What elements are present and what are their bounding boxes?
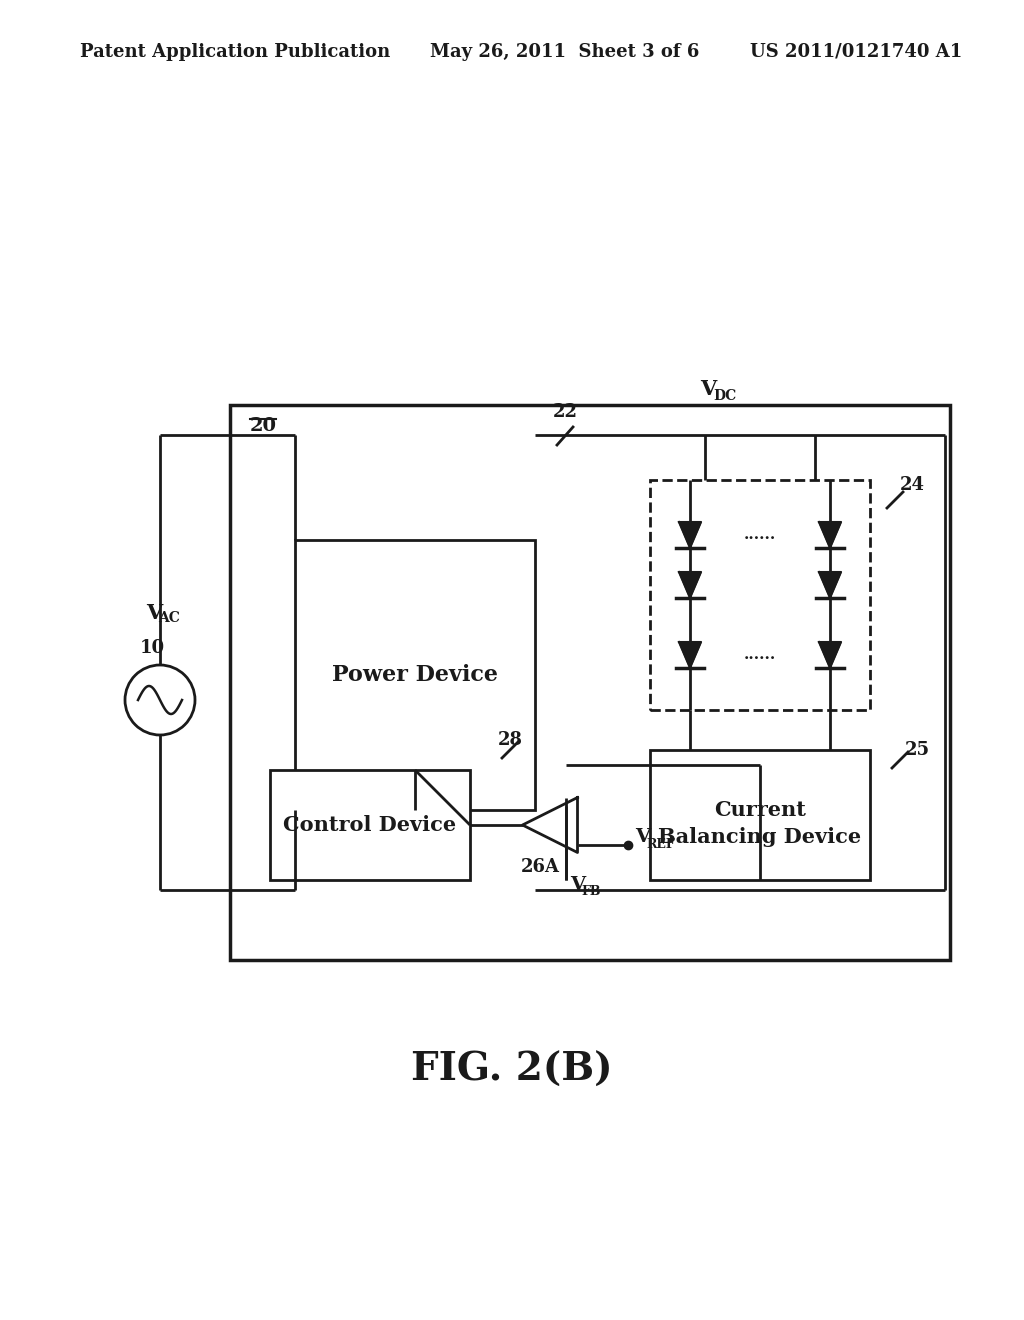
- Text: Control Device: Control Device: [284, 814, 457, 836]
- Text: 24: 24: [900, 477, 925, 494]
- Bar: [650, 750, 870, 880]
- Polygon shape: [679, 642, 701, 668]
- Text: 10: 10: [140, 639, 165, 657]
- Text: FIG. 2(B): FIG. 2(B): [412, 1051, 612, 1089]
- Bar: [270, 770, 470, 880]
- Bar: [650, 480, 870, 710]
- Bar: [230, 405, 950, 960]
- Polygon shape: [679, 521, 701, 548]
- Text: ......: ......: [743, 528, 776, 543]
- Text: AC: AC: [158, 611, 180, 624]
- Text: 26A: 26A: [520, 858, 559, 876]
- Text: V: V: [570, 876, 586, 894]
- Text: Power Device: Power Device: [332, 664, 498, 686]
- Text: Patent Application Publication: Patent Application Publication: [80, 44, 390, 61]
- Text: 22: 22: [553, 403, 578, 421]
- Text: DC: DC: [713, 389, 736, 403]
- Text: V: V: [700, 379, 716, 399]
- Polygon shape: [819, 642, 841, 668]
- Text: FB: FB: [582, 884, 601, 898]
- Text: Current: Current: [714, 800, 806, 820]
- Polygon shape: [819, 572, 841, 598]
- Text: V: V: [636, 829, 650, 846]
- Text: Balancing Device: Balancing Device: [658, 828, 861, 847]
- Bar: [295, 540, 535, 810]
- Text: REF: REF: [646, 837, 675, 850]
- Text: 25: 25: [905, 741, 930, 759]
- Text: 28: 28: [498, 731, 522, 748]
- Text: ......: ......: [743, 648, 776, 663]
- Text: May 26, 2011  Sheet 3 of 6: May 26, 2011 Sheet 3 of 6: [430, 44, 699, 61]
- Text: US 2011/0121740 A1: US 2011/0121740 A1: [750, 44, 963, 61]
- Polygon shape: [679, 572, 701, 598]
- Polygon shape: [522, 797, 578, 853]
- Text: V: V: [146, 603, 162, 623]
- Text: 20: 20: [250, 417, 278, 436]
- Polygon shape: [819, 521, 841, 548]
